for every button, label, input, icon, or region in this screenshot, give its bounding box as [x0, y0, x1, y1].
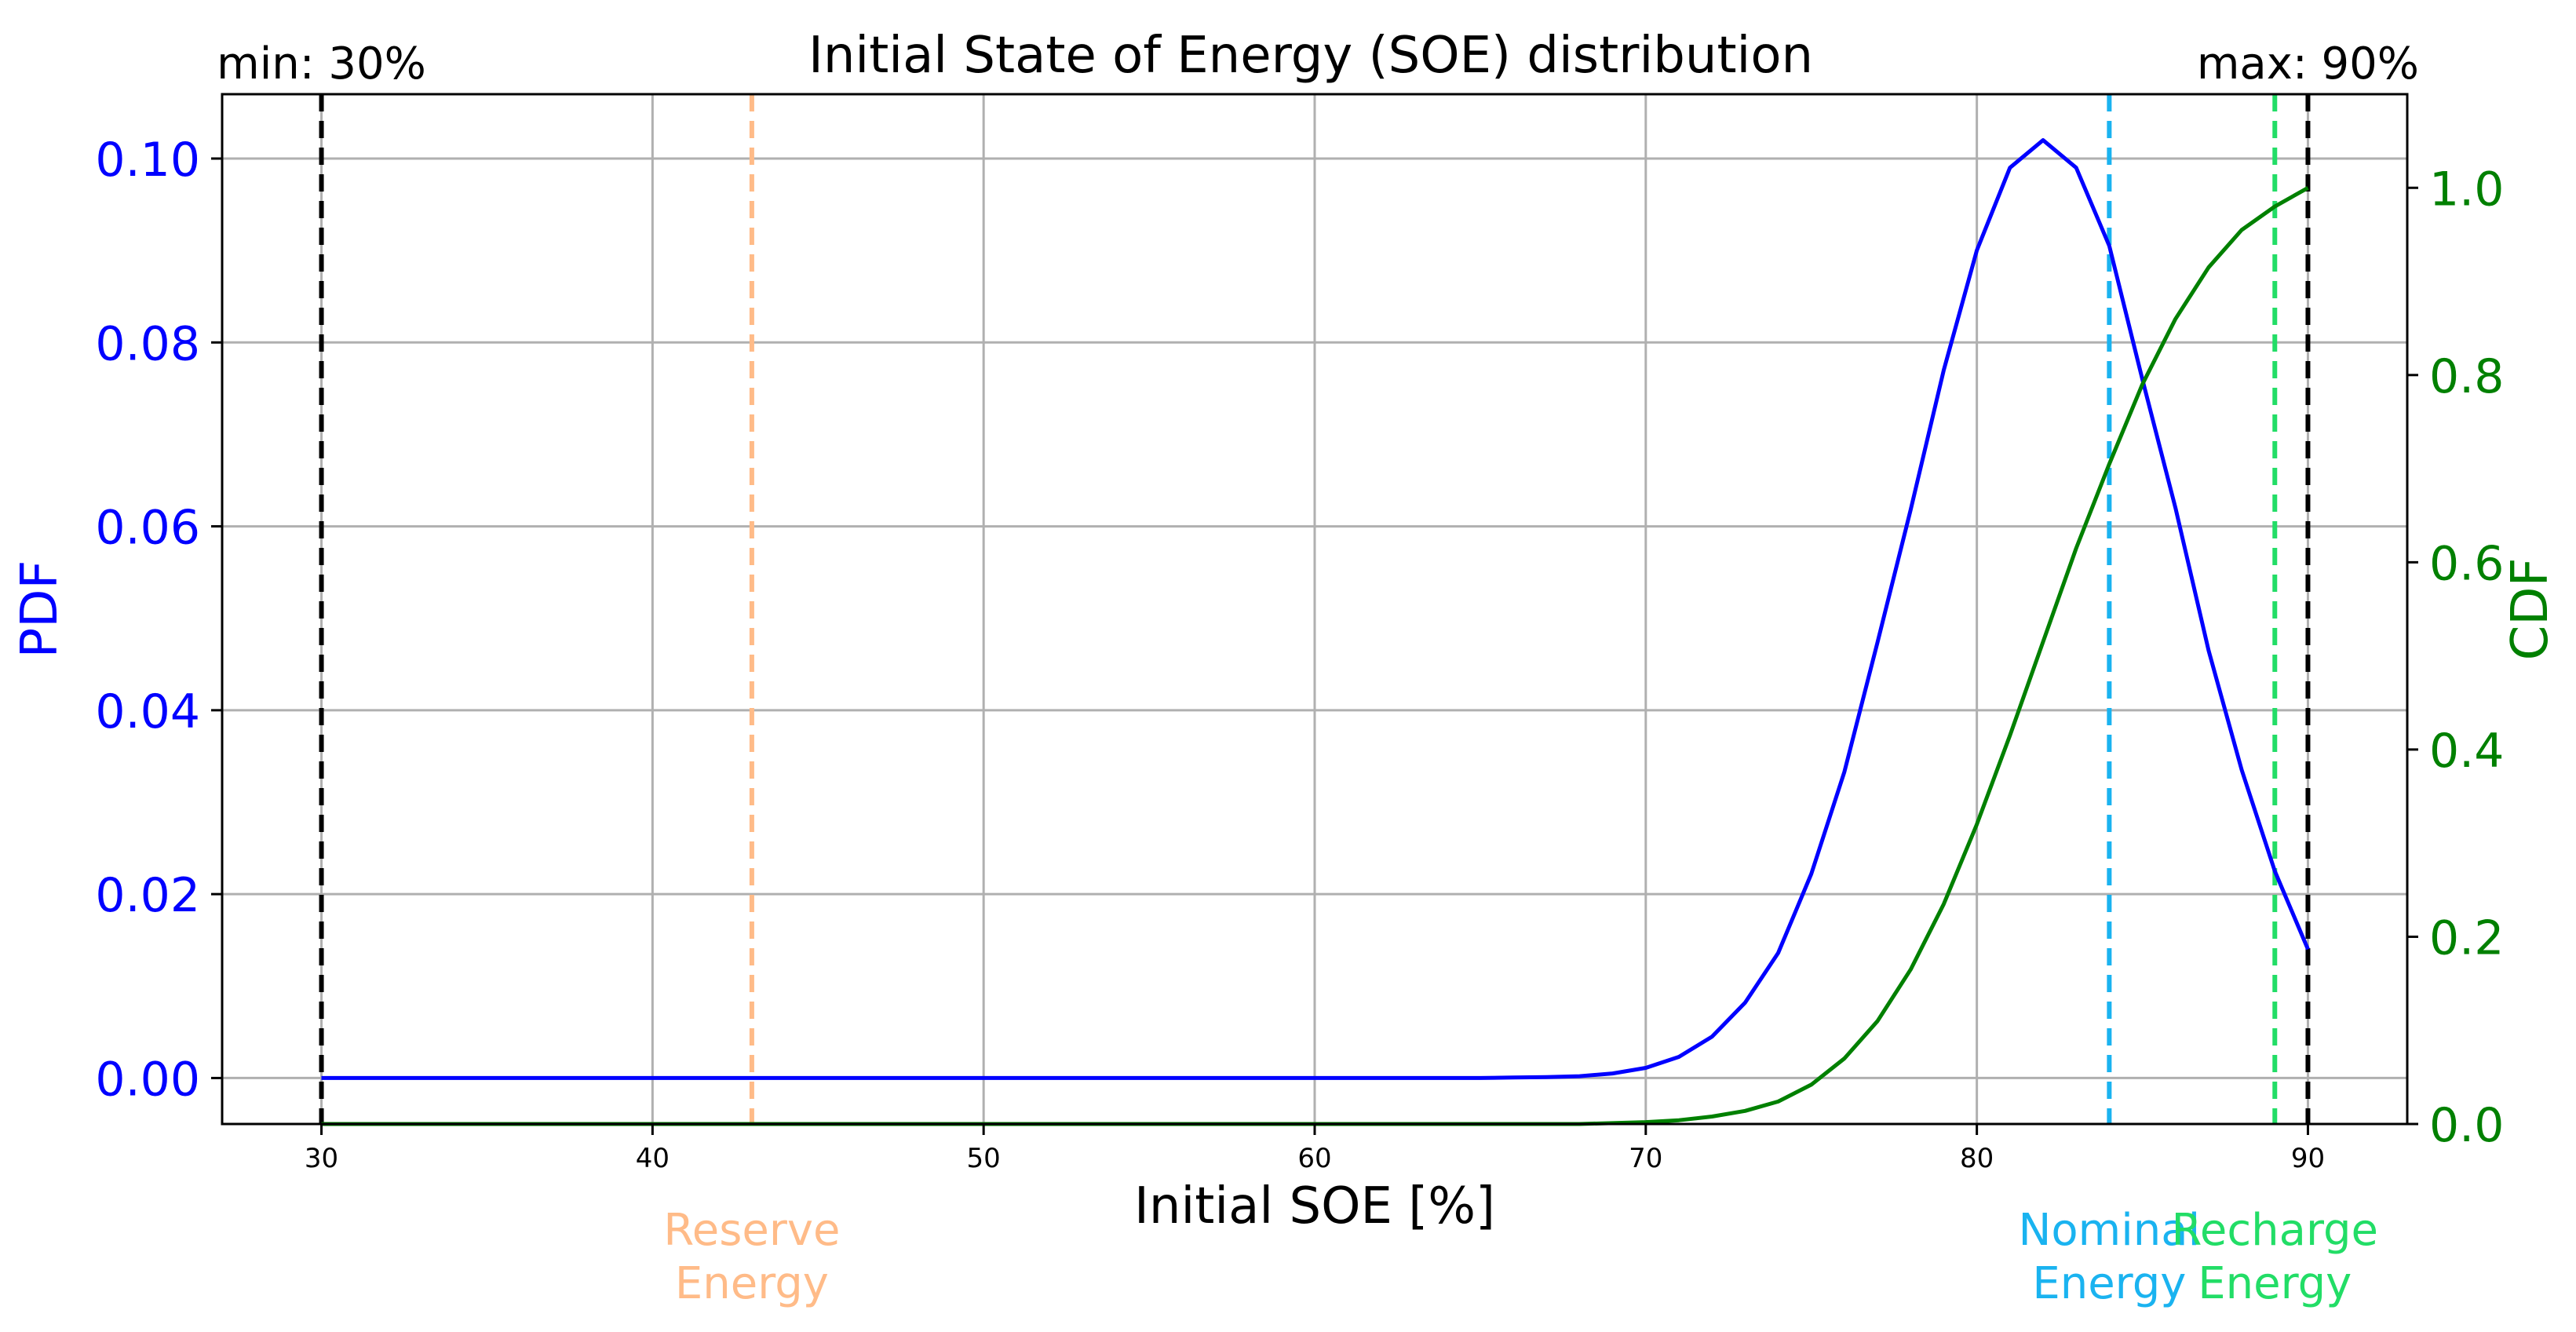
vline-label-nominal: Nominal Energy — [2019, 1205, 2201, 1309]
x-tick-label: 90 — [2291, 1143, 2325, 1174]
y-tick-label-cdf: 0.4 — [2429, 724, 2504, 779]
y-tick-label-pdf: 0.10 — [95, 133, 200, 188]
vline-label-reserve: Reserve Energy — [663, 1205, 840, 1309]
vline-label-line: Energy — [2198, 1258, 2352, 1309]
y-tick-label-cdf: 0.0 — [2429, 1098, 2504, 1153]
y-axis-label-pdf: PDF — [11, 560, 69, 659]
y-tick-label-pdf: 0.08 — [95, 316, 200, 371]
y-tick-label-pdf: 0.04 — [95, 684, 200, 739]
y-tick-label-pdf: 0.00 — [95, 1052, 200, 1107]
x-tick-label: 80 — [1960, 1143, 1994, 1174]
vline-label-line: Nominal — [2019, 1205, 2201, 1256]
x-tick-label: 70 — [1629, 1143, 1662, 1174]
axes: 30 40 50 60 70 80 90 0.00 0.02 0.04 0.06 0.08 0.10 0.… — [95, 133, 2504, 1174]
x-tick-label: 40 — [636, 1143, 670, 1174]
vline-label-line: Energy — [2032, 1258, 2186, 1309]
y-axis-label-cdf: CDF — [2501, 558, 2560, 661]
vline-label-min: min: 30% — [217, 38, 426, 89]
chart-title: Initial State of Energy (SOE) distributi… — [808, 27, 1813, 85]
x-axis-label: Initial SOE [%] — [1134, 1177, 1495, 1235]
vline-label-line: Reserve — [663, 1205, 840, 1256]
vline-label-line: Energy — [675, 1258, 829, 1309]
series — [321, 138, 2310, 1126]
series-line-pdf — [321, 138, 2310, 1080]
vline-label-recharge: Recharge Energy — [2172, 1205, 2378, 1309]
x-tick-label: 50 — [967, 1143, 1001, 1174]
y-tick-label-cdf: 0.2 — [2429, 911, 2504, 965]
y-tick-label-cdf: 0.6 — [2429, 536, 2504, 591]
grid — [222, 94, 2407, 1124]
vline-label-max: max: 90% — [2197, 38, 2419, 89]
y-tick-label-cdf: 1.0 — [2429, 162, 2504, 217]
x-tick-label: 60 — [1297, 1143, 1331, 1174]
y-tick-label-pdf: 0.02 — [95, 868, 200, 923]
y-tick-label-pdf: 0.06 — [95, 501, 200, 556]
vline-label-line: Recharge — [2172, 1205, 2378, 1256]
series-line-cdf — [321, 186, 2309, 1126]
x-tick-label: 30 — [305, 1143, 338, 1174]
y-tick-label-cdf: 0.8 — [2429, 349, 2504, 404]
